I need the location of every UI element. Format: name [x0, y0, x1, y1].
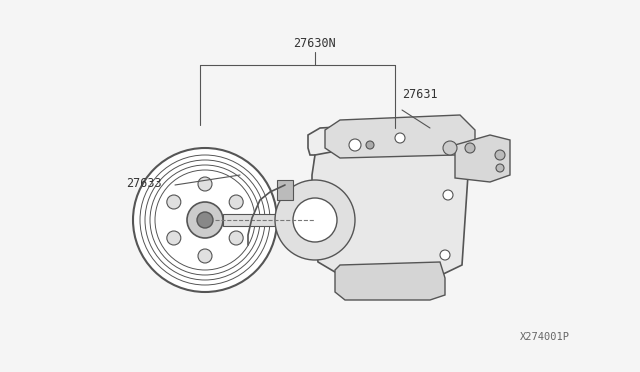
Circle shape: [229, 195, 243, 209]
Polygon shape: [308, 122, 465, 278]
Polygon shape: [325, 115, 475, 158]
Polygon shape: [312, 128, 468, 278]
Text: 27633: 27633: [126, 176, 162, 189]
Circle shape: [366, 141, 374, 149]
Text: X274001P: X274001P: [520, 332, 570, 342]
Circle shape: [140, 155, 270, 285]
Circle shape: [465, 143, 475, 153]
Circle shape: [395, 133, 405, 143]
Circle shape: [275, 180, 355, 260]
Circle shape: [495, 150, 505, 160]
Text: 27630N: 27630N: [294, 37, 337, 50]
Circle shape: [133, 148, 277, 292]
Circle shape: [187, 202, 223, 238]
Circle shape: [198, 249, 212, 263]
Circle shape: [155, 170, 255, 270]
Text: 27631: 27631: [402, 88, 438, 101]
Polygon shape: [455, 135, 510, 182]
Polygon shape: [223, 214, 315, 226]
Circle shape: [349, 139, 361, 151]
Circle shape: [293, 198, 337, 242]
Circle shape: [167, 195, 181, 209]
Circle shape: [440, 250, 450, 260]
Circle shape: [197, 212, 213, 228]
Circle shape: [150, 165, 260, 275]
Polygon shape: [335, 262, 445, 300]
Circle shape: [198, 177, 212, 191]
Circle shape: [443, 190, 453, 200]
Polygon shape: [277, 180, 293, 200]
Circle shape: [167, 231, 181, 245]
Circle shape: [443, 141, 457, 155]
Circle shape: [496, 164, 504, 172]
Circle shape: [145, 160, 265, 280]
Circle shape: [229, 231, 243, 245]
